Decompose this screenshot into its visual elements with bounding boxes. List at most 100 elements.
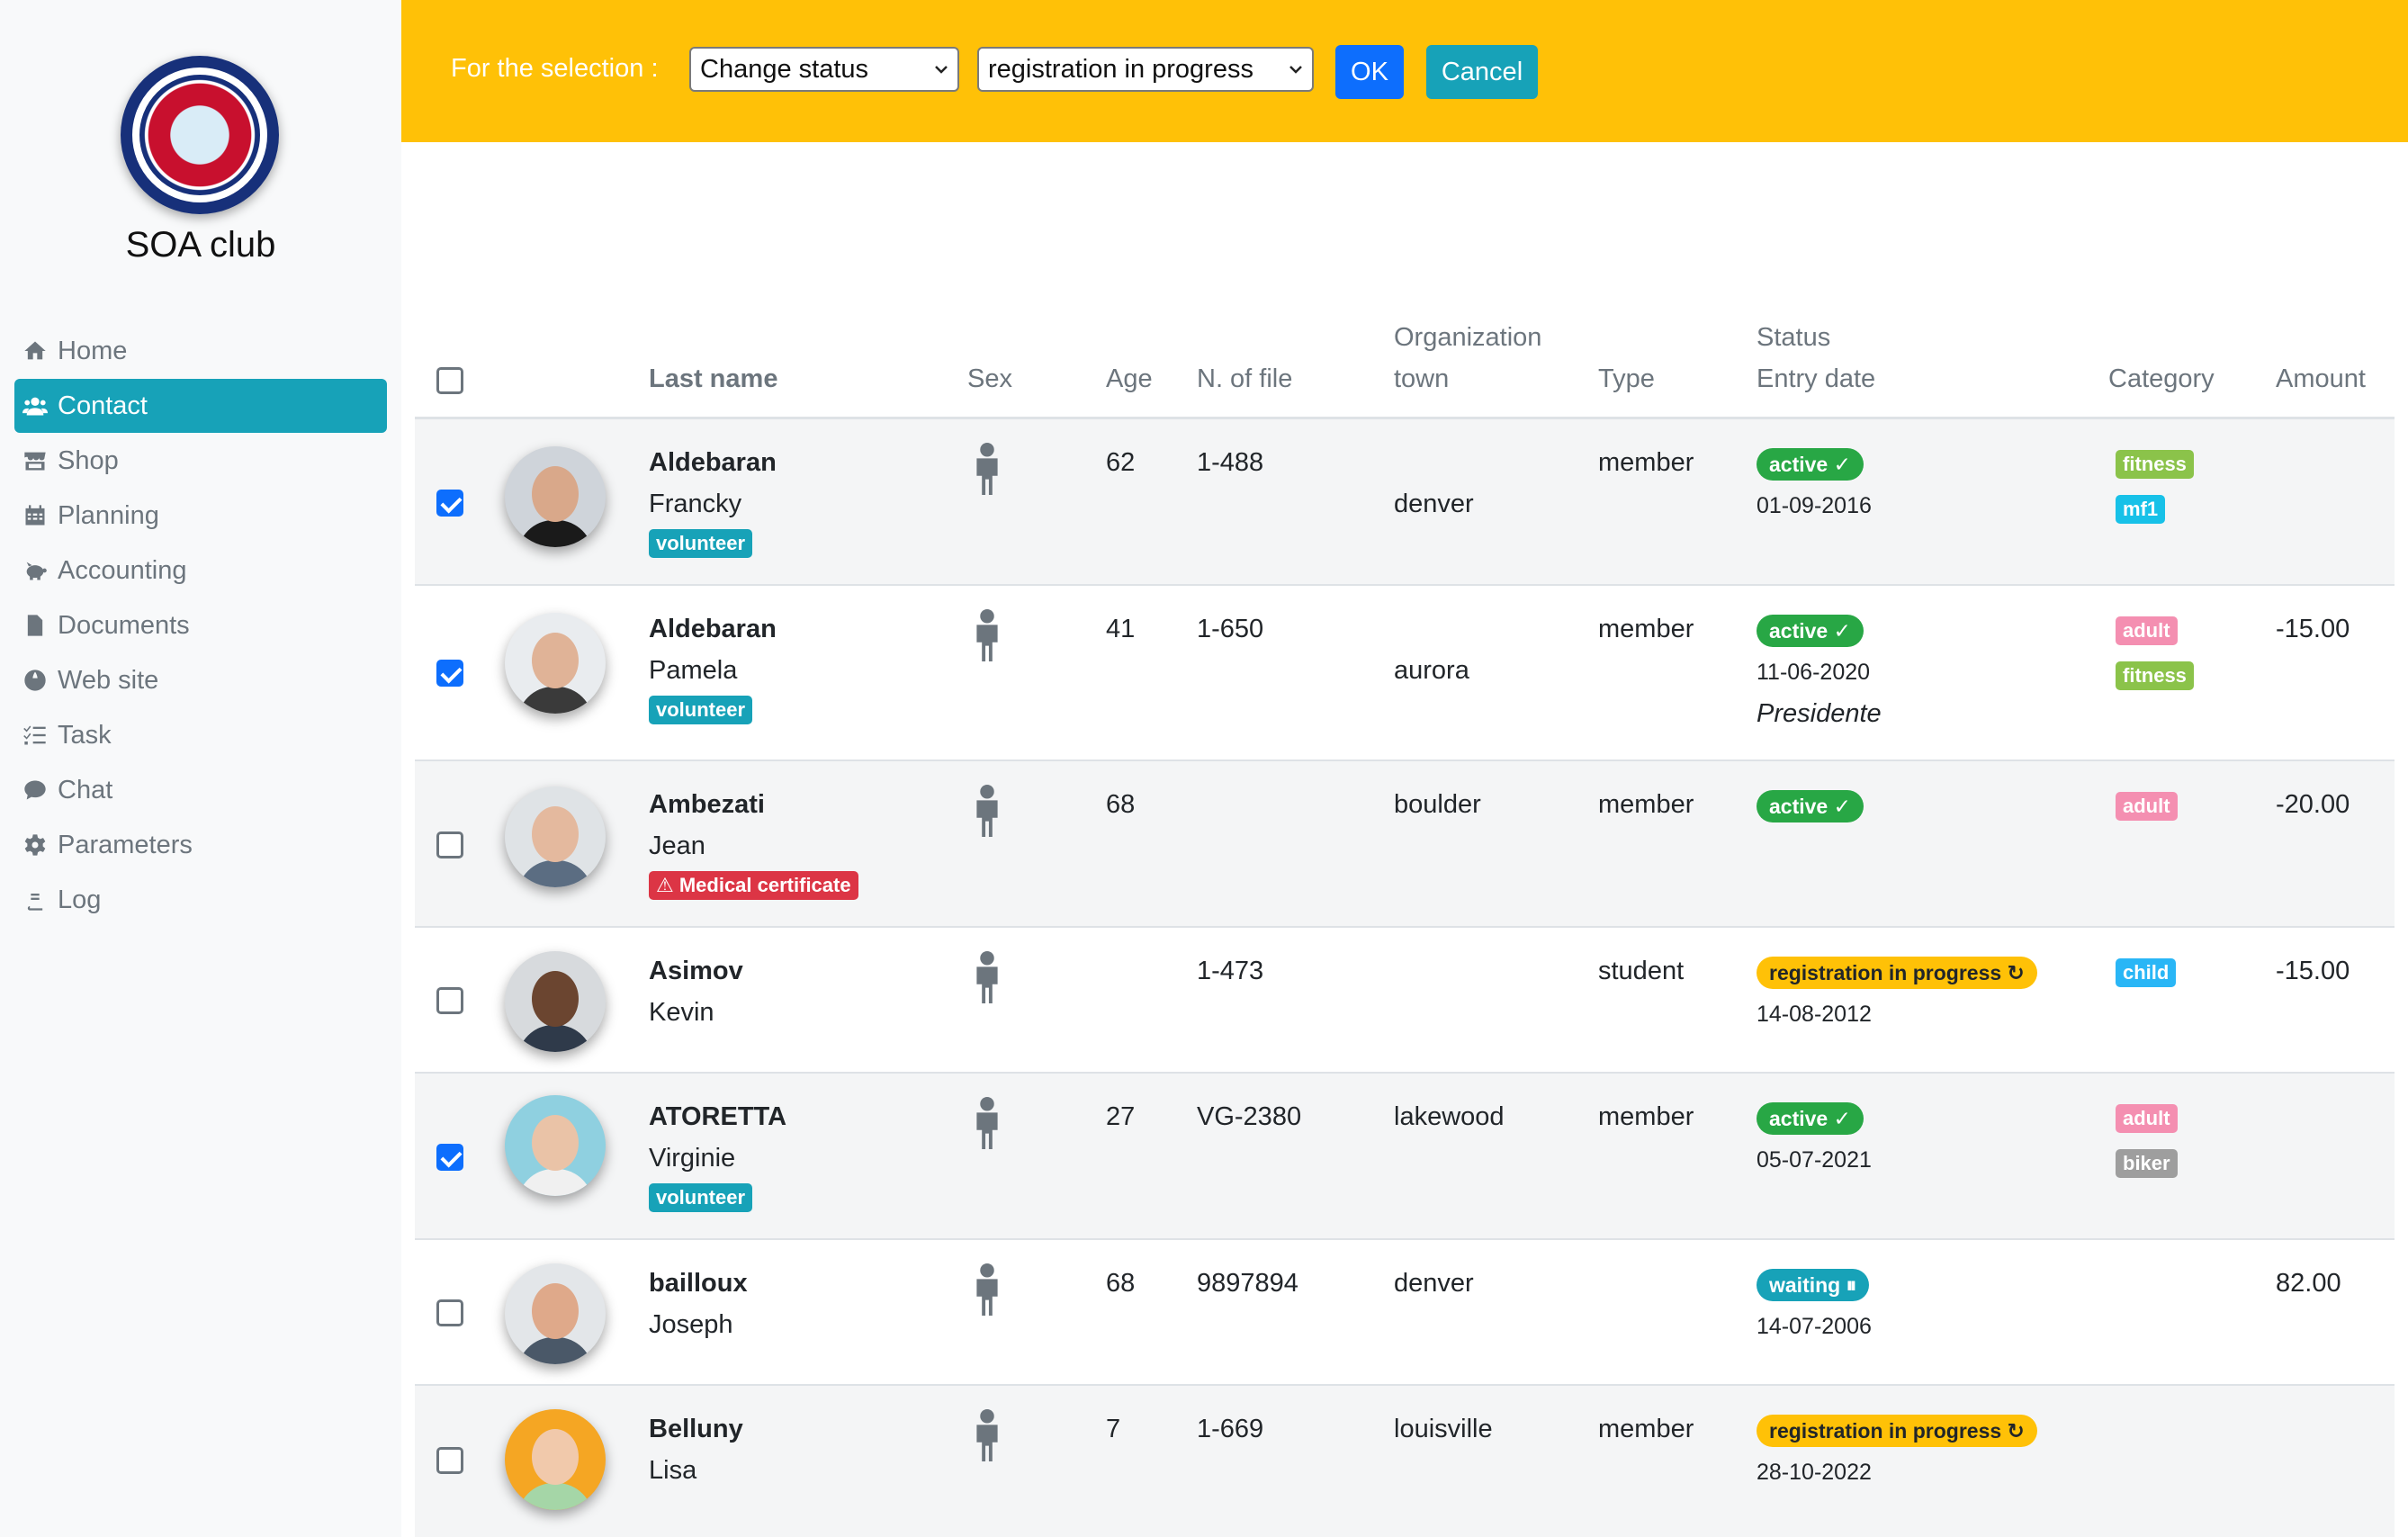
- entry-date: 05-07-2021: [1757, 1147, 1872, 1173]
- member-type: member: [1598, 448, 1694, 477]
- file-number: 9897894: [1197, 1269, 1298, 1298]
- row-checkbox[interactable]: [436, 987, 463, 1014]
- ok-button[interactable]: OK: [1335, 45, 1404, 99]
- header-file[interactable]: N. of file: [1197, 364, 1293, 393]
- table-row[interactable]: Aldebaran Francky volunteer 62 1-488 den…: [415, 419, 2395, 586]
- first-name: Kevin: [649, 998, 714, 1027]
- avatar[interactable]: [505, 1095, 606, 1196]
- status-value-select[interactable]: registration in progress: [977, 47, 1314, 92]
- table-row[interactable]: Aldebaran Pamela volunteer 41 1-650 auro…: [415, 586, 2395, 761]
- sidebar-item-documents[interactable]: Documents: [14, 598, 387, 652]
- table-row[interactable]: Asimov Kevin 1-473 student registration …: [415, 928, 2395, 1074]
- last-name[interactable]: bailloux: [649, 1269, 748, 1298]
- first-name: Pamela: [649, 656, 738, 685]
- volunteer-badge: volunteer: [649, 529, 753, 558]
- status-badge[interactable]: active ✓: [1757, 615, 1864, 647]
- chevron-down-icon: [1289, 66, 1302, 74]
- member-type: member: [1598, 1102, 1694, 1131]
- last-name[interactable]: Belluny: [649, 1415, 743, 1443]
- row-checkbox[interactable]: [436, 1299, 463, 1326]
- town: denver: [1394, 490, 1474, 518]
- status-badge[interactable]: active ✓: [1757, 790, 1864, 822]
- header-status[interactable]: Status: [1757, 323, 1831, 352]
- file-number: 1-488: [1197, 448, 1264, 477]
- sidebar-item-label: Shop: [58, 445, 119, 475]
- town: louisville: [1394, 1415, 1493, 1443]
- town: lakewood: [1394, 1102, 1505, 1131]
- row-checkbox[interactable]: [436, 1144, 463, 1171]
- avatar[interactable]: [505, 1263, 606, 1364]
- last-name[interactable]: Aldebaran: [649, 615, 777, 643]
- sidebar-item-label: Documents: [58, 610, 190, 640]
- male-icon: [969, 1263, 1005, 1323]
- male-icon: [969, 1097, 1005, 1156]
- select-all-checkbox[interactable]: [436, 367, 463, 394]
- club-logo[interactable]: [121, 56, 279, 214]
- last-name[interactable]: Aldebaran: [649, 448, 777, 477]
- avatar[interactable]: [505, 951, 606, 1052]
- last-name[interactable]: Ambezati: [649, 790, 765, 819]
- member-type: student: [1598, 957, 1685, 985]
- sidebar-item-parameters[interactable]: Parameters: [14, 818, 387, 872]
- row-checkbox[interactable]: [436, 490, 463, 517]
- town: denver: [1394, 1269, 1474, 1298]
- header-last-name[interactable]: Last name: [649, 364, 778, 393]
- store-icon: [22, 448, 49, 473]
- table-row[interactable]: Belluny Lisa 7 1-669 louisville member r…: [415, 1386, 2395, 1537]
- sidebar-item-log[interactable]: Log: [14, 873, 387, 927]
- avatar[interactable]: [505, 786, 606, 887]
- sidebar-item-contact[interactable]: Contact: [14, 379, 387, 433]
- table-row[interactable]: bailloux Joseph 68 9897894 denver waitin…: [415, 1240, 2395, 1386]
- status-badge[interactable]: active ✓: [1757, 448, 1864, 481]
- avatar[interactable]: [505, 613, 606, 714]
- sidebar-item-chat[interactable]: Chat: [14, 763, 387, 817]
- header-organization[interactable]: Organization: [1394, 323, 1542, 352]
- member-type: member: [1598, 615, 1694, 643]
- header-sex[interactable]: Sex: [967, 364, 1012, 393]
- row-checkbox[interactable]: [436, 660, 463, 687]
- sidebar-item-label: Parameters: [58, 830, 193, 859]
- age: 41: [1106, 615, 1136, 643]
- header-entry-date[interactable]: Entry date: [1757, 364, 1876, 393]
- sidebar-item-planning[interactable]: Planning: [14, 489, 387, 543]
- age: 68: [1106, 1269, 1136, 1298]
- header-amount[interactable]: Amount: [2276, 364, 2366, 393]
- age: 68: [1106, 790, 1136, 819]
- entry-date: 01-09-2016: [1757, 493, 1872, 518]
- row-checkbox[interactable]: [436, 1447, 463, 1474]
- tasks-icon: [22, 723, 49, 748]
- sidebar-item-label: Chat: [58, 775, 113, 804]
- volunteer-badge: volunteer: [649, 1183, 753, 1212]
- sidebar-item-label: Log: [58, 885, 102, 914]
- header-age[interactable]: Age: [1106, 364, 1153, 393]
- row-checkbox[interactable]: [436, 831, 463, 858]
- sidebar-item-task[interactable]: Task: [14, 708, 387, 762]
- table-row[interactable]: ATORETTA Virginie volunteer 27 VG-2380 l…: [415, 1074, 2395, 1240]
- sidebar-item-home[interactable]: Home: [14, 324, 387, 378]
- member-type: member: [1598, 1415, 1694, 1443]
- avatar[interactable]: [505, 446, 606, 547]
- cancel-button[interactable]: Cancel: [1426, 45, 1538, 99]
- book-icon: [22, 887, 49, 912]
- selection-label: For the selection :: [451, 54, 659, 83]
- age: 7: [1106, 1415, 1121, 1443]
- action-select[interactable]: Change status: [689, 47, 959, 92]
- status-badge[interactable]: waiting ⏸: [1757, 1269, 1870, 1301]
- sidebar-item-shop[interactable]: Shop: [14, 434, 387, 488]
- town: aurora: [1394, 656, 1469, 685]
- sidebar-nav: Home Contact Shop Planning Accounting Do…: [14, 324, 387, 928]
- sidebar-item-website[interactable]: Web site: [14, 653, 387, 707]
- status-badge[interactable]: active ✓: [1757, 1102, 1864, 1135]
- header-type[interactable]: Type: [1598, 364, 1655, 393]
- avatar[interactable]: [505, 1409, 606, 1510]
- town: boulder: [1394, 790, 1481, 819]
- status-badge[interactable]: registration in progress ↻: [1757, 957, 2037, 989]
- header-town[interactable]: town: [1394, 364, 1450, 393]
- last-name[interactable]: Asimov: [649, 957, 743, 985]
- table-row[interactable]: Ambezati Jean ⚠ Medical certificate 68 b…: [415, 761, 2395, 928]
- header-category[interactable]: Category: [2108, 364, 2215, 393]
- last-name[interactable]: ATORETTA: [649, 1102, 787, 1131]
- sidebar-item-accounting[interactable]: Accounting: [14, 544, 387, 598]
- status-badge[interactable]: registration in progress ↻: [1757, 1415, 2037, 1447]
- sidebar: SOA club Home Contact Shop Planning Acco…: [0, 0, 401, 1537]
